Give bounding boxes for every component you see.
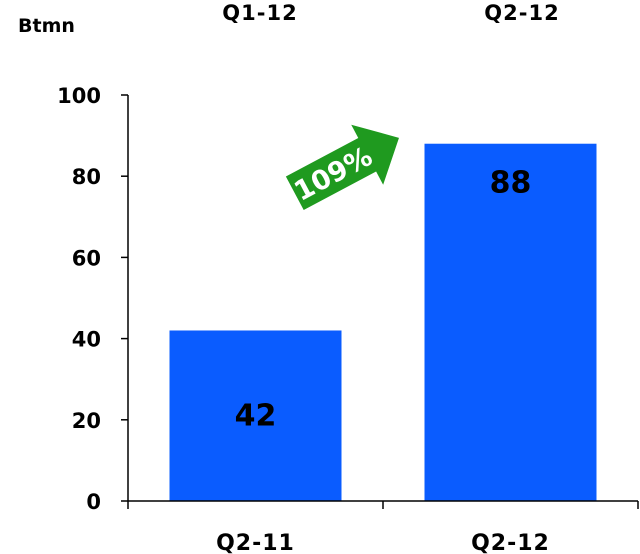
bars: 42 88: [169, 143, 597, 501]
y-tick-label: 20: [72, 409, 101, 433]
y-tick-label: 40: [72, 328, 101, 352]
bar-Q2-11: [169, 330, 342, 501]
y-tick-label: 0: [86, 490, 101, 514]
y-tick-label: 100: [57, 84, 101, 108]
growth-arrow-icon: 109%: [285, 124, 399, 211]
data-label: 42: [235, 399, 277, 434]
y-tick-label: 80: [72, 165, 101, 189]
growth-arrow-shape: [285, 124, 399, 211]
y-axis-ticks: 0 20 40 60 80 100: [57, 84, 128, 514]
x-tick-label: Q2-12: [471, 531, 550, 554]
y-tick-label: 60: [72, 246, 101, 270]
x-tick-label: Q2-11: [216, 531, 295, 554]
x-axis-ticks: Q2-11 Q2-12: [127, 501, 639, 554]
bar-Q2-12: [424, 143, 597, 501]
unit-label: Btmn: [18, 15, 75, 37]
column-header-1: Q1-12: [222, 1, 297, 25]
column-header-2: Q2-12: [484, 1, 559, 25]
growth-percent-label: 109%: [289, 141, 377, 208]
data-label: 88: [490, 166, 532, 201]
